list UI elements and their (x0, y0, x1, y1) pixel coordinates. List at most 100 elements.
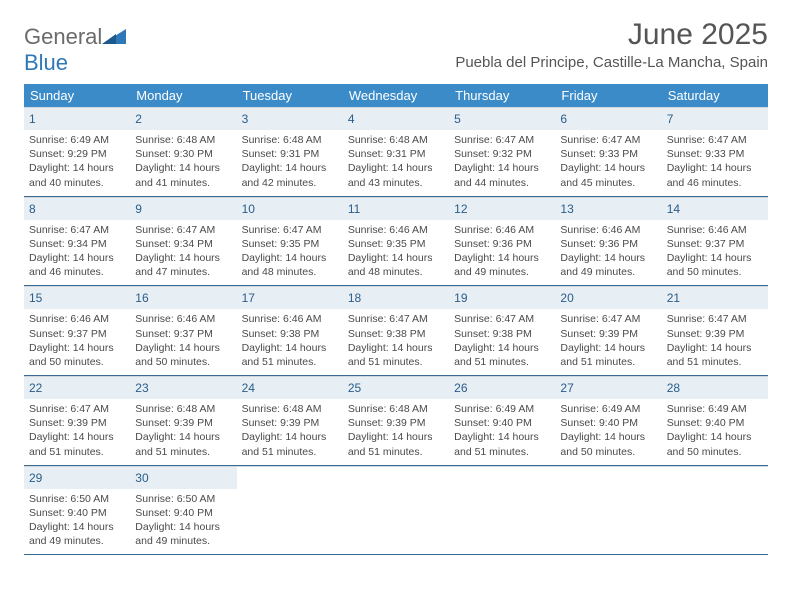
day-cell: 18Sunrise: 6:47 AMSunset: 9:38 PMDayligh… (343, 287, 449, 375)
daylight-line-2: and 51 minutes. (348, 355, 444, 369)
sunset-line: Sunset: 9:37 PM (135, 327, 231, 341)
empty-cell (237, 467, 343, 555)
sunrise-line: Sunrise: 6:47 AM (560, 312, 656, 326)
daylight-line-1: Daylight: 14 hours (560, 430, 656, 444)
day-number: 23 (135, 381, 148, 395)
dayhead-sat: Saturday (662, 84, 768, 107)
day-number: 10 (242, 202, 255, 216)
daylight-line-2: and 51 minutes. (667, 355, 763, 369)
sunrise-line: Sunrise: 6:48 AM (348, 402, 444, 416)
daylight-line-2: and 44 minutes. (454, 176, 550, 190)
day-cell: 4Sunrise: 6:48 AMSunset: 9:31 PMDaylight… (343, 108, 449, 196)
daynum-row: 8 (24, 198, 130, 220)
daynum-row: 7 (662, 108, 768, 130)
day-cell: 15Sunrise: 6:46 AMSunset: 9:37 PMDayligh… (24, 287, 130, 375)
dayhead-mon: Monday (130, 84, 236, 107)
daylight-line-1: Daylight: 14 hours (560, 161, 656, 175)
daylight-line-2: and 41 minutes. (135, 176, 231, 190)
daylight-line-2: and 50 minutes. (667, 265, 763, 279)
daynum-row: 9 (130, 198, 236, 220)
week-row: 8Sunrise: 6:47 AMSunset: 9:34 PMDaylight… (24, 197, 768, 287)
daylight-line-1: Daylight: 14 hours (242, 341, 338, 355)
sunrise-line: Sunrise: 6:48 AM (135, 133, 231, 147)
daylight-line-2: and 45 minutes. (560, 176, 656, 190)
logo-word1: General (24, 24, 102, 49)
daylight-line-1: Daylight: 14 hours (29, 520, 125, 534)
daylight-line-1: Daylight: 14 hours (29, 251, 125, 265)
sunrise-line: Sunrise: 6:50 AM (135, 492, 231, 506)
sunrise-line: Sunrise: 6:50 AM (29, 492, 125, 506)
sunrise-line: Sunrise: 6:48 AM (242, 133, 338, 147)
daylight-line-1: Daylight: 14 hours (667, 430, 763, 444)
dayhead-tue: Tuesday (237, 84, 343, 107)
sunset-line: Sunset: 9:34 PM (29, 237, 125, 251)
daynum-row: 17 (237, 287, 343, 309)
daylight-line-1: Daylight: 14 hours (242, 161, 338, 175)
daynum-row: 16 (130, 287, 236, 309)
daynum-row: 3 (237, 108, 343, 130)
sunrise-line: Sunrise: 6:46 AM (560, 223, 656, 237)
daylight-line-2: and 50 minutes. (135, 355, 231, 369)
sunrise-line: Sunrise: 6:47 AM (454, 133, 550, 147)
daynum-row: 20 (555, 287, 661, 309)
daynum-row: 6 (555, 108, 661, 130)
day-cell: 16Sunrise: 6:46 AMSunset: 9:37 PMDayligh… (130, 287, 236, 375)
day-cell: 26Sunrise: 6:49 AMSunset: 9:40 PMDayligh… (449, 377, 555, 465)
empty-cell (662, 467, 768, 555)
daynum-row: 12 (449, 198, 555, 220)
daynum-row: 15 (24, 287, 130, 309)
daylight-line-1: Daylight: 14 hours (560, 251, 656, 265)
empty-cell (449, 467, 555, 555)
daylight-line-1: Daylight: 14 hours (348, 341, 444, 355)
empty-cell (555, 467, 661, 555)
daylight-line-1: Daylight: 14 hours (242, 251, 338, 265)
week-row: 1Sunrise: 6:49 AMSunset: 9:29 PMDaylight… (24, 107, 768, 197)
sunrise-line: Sunrise: 6:48 AM (242, 402, 338, 416)
logo: General Blue (24, 24, 126, 76)
day-header-row: Sunday Monday Tuesday Wednesday Thursday… (24, 84, 768, 107)
day-number: 29 (29, 471, 42, 485)
day-cell: 24Sunrise: 6:48 AMSunset: 9:39 PMDayligh… (237, 377, 343, 465)
day-cell: 11Sunrise: 6:46 AMSunset: 9:35 PMDayligh… (343, 198, 449, 286)
sunset-line: Sunset: 9:37 PM (667, 237, 763, 251)
sunset-line: Sunset: 9:33 PM (560, 147, 656, 161)
daynum-row: 27 (555, 377, 661, 399)
day-cell: 17Sunrise: 6:46 AMSunset: 9:38 PMDayligh… (237, 287, 343, 375)
daylight-line-2: and 48 minutes. (242, 265, 338, 279)
day-number: 27 (560, 381, 573, 395)
daylight-line-1: Daylight: 14 hours (29, 430, 125, 444)
daylight-line-1: Daylight: 14 hours (667, 251, 763, 265)
day-number: 28 (667, 381, 680, 395)
day-cell: 21Sunrise: 6:47 AMSunset: 9:39 PMDayligh… (662, 287, 768, 375)
sunrise-line: Sunrise: 6:49 AM (667, 402, 763, 416)
sunrise-line: Sunrise: 6:46 AM (454, 223, 550, 237)
dayhead-thu: Thursday (449, 84, 555, 107)
sunset-line: Sunset: 9:36 PM (560, 237, 656, 251)
header: General Blue June 2025 Puebla del Princi… (24, 18, 768, 76)
day-number: 1 (29, 112, 36, 126)
sunset-line: Sunset: 9:34 PM (135, 237, 231, 251)
sunrise-line: Sunrise: 6:47 AM (29, 223, 125, 237)
title-block: June 2025 Puebla del Principe, Castille-… (455, 18, 768, 71)
sunrise-line: Sunrise: 6:47 AM (667, 133, 763, 147)
day-cell: 5Sunrise: 6:47 AMSunset: 9:32 PMDaylight… (449, 108, 555, 196)
daylight-line-2: and 40 minutes. (29, 176, 125, 190)
sunrise-line: Sunrise: 6:46 AM (667, 223, 763, 237)
sunset-line: Sunset: 9:38 PM (348, 327, 444, 341)
day-cell: 13Sunrise: 6:46 AMSunset: 9:36 PMDayligh… (555, 198, 661, 286)
daylight-line-1: Daylight: 14 hours (29, 341, 125, 355)
daylight-line-2: and 47 minutes. (135, 265, 231, 279)
daylight-line-1: Daylight: 14 hours (135, 251, 231, 265)
sunset-line: Sunset: 9:39 PM (135, 416, 231, 430)
sunset-line: Sunset: 9:40 PM (29, 506, 125, 520)
empty-cell (343, 467, 449, 555)
dayhead-sun: Sunday (24, 84, 130, 107)
daynum-row: 4 (343, 108, 449, 130)
week-row: 29Sunrise: 6:50 AMSunset: 9:40 PMDayligh… (24, 466, 768, 556)
dayhead-wed: Wednesday (343, 84, 449, 107)
daylight-line-2: and 51 minutes. (454, 355, 550, 369)
sunset-line: Sunset: 9:38 PM (454, 327, 550, 341)
logo-text: General Blue (24, 24, 126, 76)
day-cell: 30Sunrise: 6:50 AMSunset: 9:40 PMDayligh… (130, 467, 236, 555)
sunset-line: Sunset: 9:40 PM (135, 506, 231, 520)
